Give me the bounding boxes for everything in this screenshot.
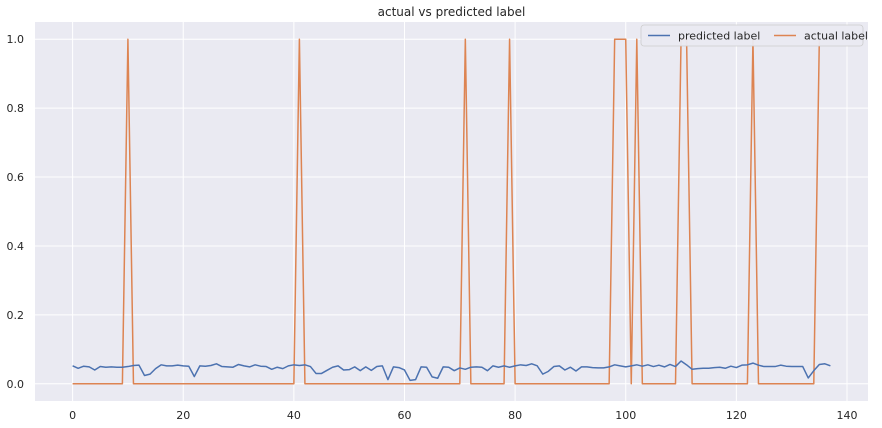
tick-labels: 0 20 40 60 80 100 120 140 0.0 0.2 0.4 0.6 0.8 1.0: [7, 33, 858, 422]
legend-box: [640, 24, 864, 47]
plot-background: [35, 22, 868, 401]
series-lines: [72, 38, 831, 385]
y-tick-label: 0.8: [7, 102, 25, 115]
x-tick-label: 100: [615, 409, 636, 422]
x-tick-label: 0: [69, 409, 76, 422]
x-tick-label: 120: [726, 409, 747, 422]
x-tick-label: 140: [836, 409, 857, 422]
series-line-predicted: [72, 360, 831, 382]
x-tick-label: 40: [287, 409, 301, 422]
series-line-actual: [72, 38, 821, 385]
chart-title: actual vs predicted label: [378, 5, 526, 19]
y-tick-label: 0.6: [7, 171, 25, 184]
y-tick-label: 0.2: [7, 309, 25, 322]
legend-label-actual: actual label: [804, 30, 868, 43]
legend: predicted label actual label: [640, 24, 868, 47]
legend-label-predicted: predicted label: [678, 30, 760, 43]
y-tick-label: 0.0: [7, 378, 25, 391]
y-tick-label: 0.4: [7, 240, 25, 253]
x-tick-label: 80: [508, 409, 522, 422]
x-tick-label: 60: [397, 409, 411, 422]
x-tick-label: 20: [176, 409, 190, 422]
y-tick-label: 1.0: [7, 33, 25, 46]
